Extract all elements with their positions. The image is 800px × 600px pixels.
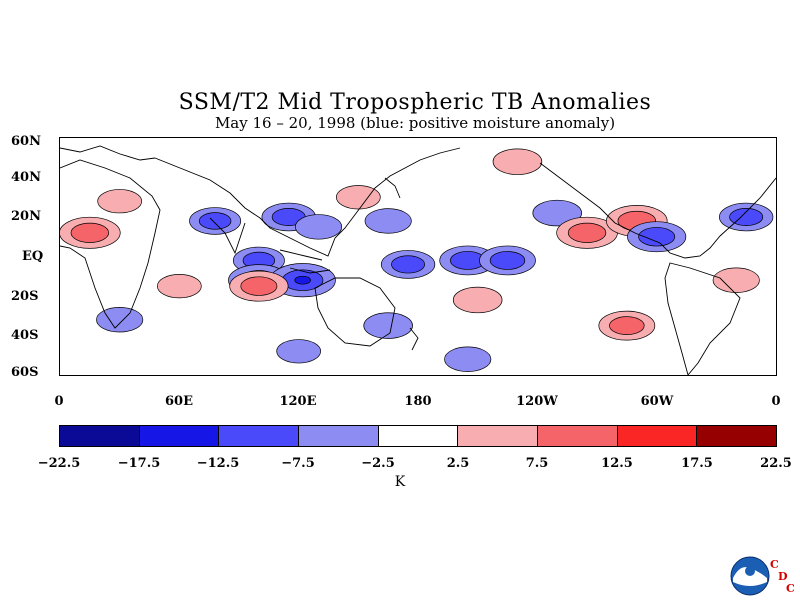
lon-label-180: 180 — [404, 394, 432, 409]
coastline-asia — [154, 147, 461, 257]
noaa-logo-icon — [730, 556, 770, 596]
coastline-north-america — [539, 162, 776, 259]
colorbar-swatch — [538, 426, 618, 446]
colorbar-label: 7.5 — [525, 456, 549, 471]
lon-label-60w: 60W — [640, 394, 674, 409]
anomaly-contour — [240, 276, 278, 296]
colorbar-label: 17.5 — [681, 456, 713, 471]
anomaly-contour — [391, 255, 426, 274]
colorbar-swatch — [378, 426, 459, 446]
anomaly-contour — [276, 339, 322, 364]
colorbar-swatch — [139, 426, 220, 446]
anomaly-contour — [70, 222, 110, 243]
anomaly-contour — [712, 267, 760, 293]
anomaly-contours — [60, 148, 774, 372]
anomaly-contour — [363, 312, 413, 339]
lon-label-60e: 60E — [165, 394, 193, 409]
coastline-japan — [384, 177, 401, 199]
anomaly-contour — [364, 208, 412, 234]
colorbar-label: 2.5 — [446, 456, 470, 471]
colorbar-label: −22.5 — [37, 456, 81, 471]
lat-label-20s: 20S — [11, 289, 39, 304]
anomaly-contour — [638, 227, 676, 247]
lat-label-60s: 60S — [11, 365, 39, 380]
colorbar-label: −2.5 — [361, 456, 395, 471]
anomaly-contour — [567, 222, 607, 243]
anomaly-contour — [444, 346, 492, 372]
coastline-india — [209, 217, 246, 255]
colorbar-label: −12.5 — [196, 456, 240, 471]
anomaly-contour — [452, 286, 503, 314]
coastline-africa — [60, 159, 161, 329]
colorbar-swatch — [458, 426, 539, 446]
lat-label-20n: 20N — [11, 209, 41, 224]
anomaly-contour — [156, 274, 202, 299]
coastline-new-zealand — [409, 327, 419, 351]
chart-subtitle: May 16 – 20, 1998 (blue: positive moistu… — [214, 114, 616, 132]
colorbar-swatch — [617, 426, 698, 446]
colorbar — [59, 425, 777, 447]
colorbar-label: 22.5 — [760, 456, 792, 471]
lon-label-120e: 120E — [279, 394, 317, 409]
anomaly-map-canvas — [60, 145, 776, 375]
anomaly-contour — [492, 148, 543, 175]
lon-label-0: 0 — [54, 394, 64, 409]
lat-label-40n: 40N — [11, 170, 41, 185]
coastline-australia — [314, 277, 396, 347]
cdc-letter-c2: C — [786, 582, 795, 595]
coastline-south-america — [664, 262, 741, 375]
coastline-indonesia — [279, 249, 331, 274]
lon-label-120w: 120W — [516, 394, 558, 409]
cdc-letter-c: C — [770, 558, 779, 571]
lat-label-eq: EQ — [22, 249, 44, 264]
colorbar-label: −17.5 — [117, 456, 161, 471]
colorbar-swatch — [299, 426, 379, 446]
anomaly-contour — [97, 189, 143, 214]
colorbar-units: K — [394, 474, 406, 490]
cdc-logo-text: C D C — [770, 558, 800, 598]
chart-title: SSM/T2 Mid Tropospheric TB Anomalies — [178, 90, 652, 115]
anomaly-contour — [489, 251, 526, 270]
anomaly-contour — [294, 275, 311, 285]
lat-label-60n: 60N — [11, 134, 41, 149]
colorbar-label: −7.5 — [281, 456, 315, 471]
coastlines — [60, 145, 776, 375]
anomaly-contour — [609, 316, 645, 335]
lat-label-40s: 40S — [11, 328, 39, 343]
colorbar-label: 12.5 — [601, 456, 633, 471]
anomaly-contour — [198, 212, 232, 230]
anomaly-contour — [96, 307, 144, 333]
colorbar-swatch — [697, 426, 777, 446]
colorbar-swatch — [219, 426, 300, 446]
anomaly-contour — [295, 214, 343, 240]
anomaly-contour — [729, 208, 764, 226]
anomaly-contour — [532, 199, 582, 227]
anomaly-map — [59, 137, 777, 376]
colorbar-swatch — [60, 426, 140, 446]
anomaly-contour — [335, 185, 381, 210]
coastline-europe — [60, 145, 156, 161]
lon-label-0-east: 0 — [771, 394, 781, 409]
cdc-letter-d: D — [778, 570, 788, 583]
